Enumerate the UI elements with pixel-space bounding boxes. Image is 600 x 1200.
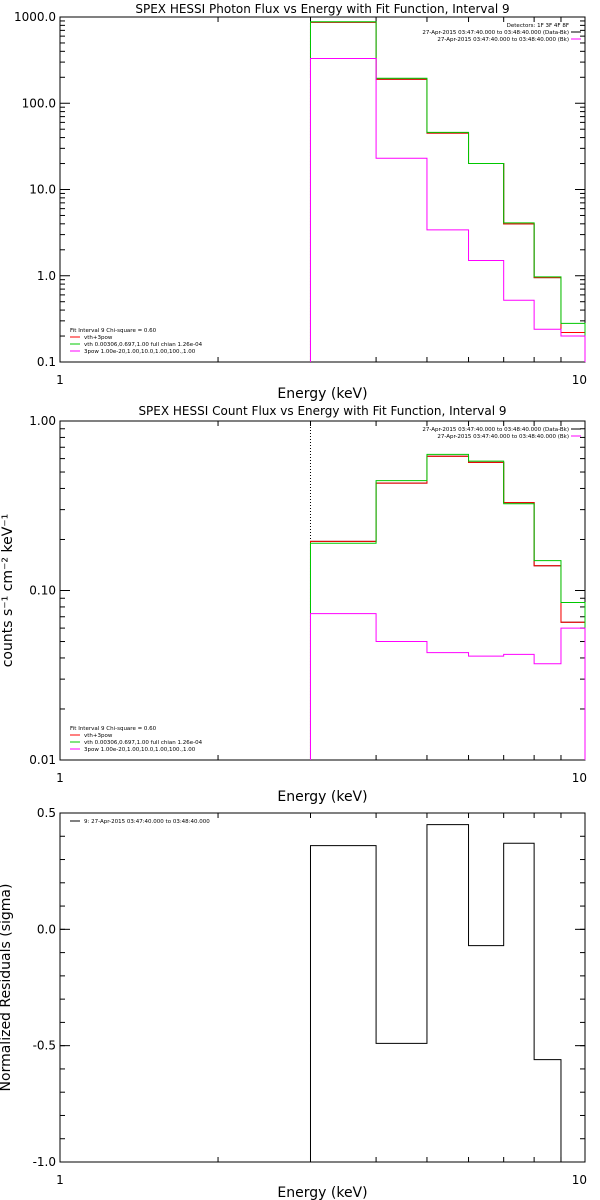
y-tick-label: 100.0 bbox=[22, 96, 56, 110]
legend-entry: 3pow 1.00e-20,1.00,10.0,1.00,100.,1.00 bbox=[84, 747, 196, 753]
x-tick-label: 1 bbox=[56, 373, 64, 387]
y-tick-label: 1.00 bbox=[29, 414, 56, 428]
plot-frame bbox=[59, 812, 586, 1163]
legend-entry: vth 0.00306,0.697,1.00 full chian 1.26e-… bbox=[84, 740, 203, 746]
series-line-0 bbox=[309, 21, 586, 362]
legend-entry: vth 0.00306,0.697,1.00 full chian 1.26e-… bbox=[84, 342, 203, 348]
series-line-0 bbox=[309, 824, 585, 1163]
chart-title: SPEX HESSI Photon Flux vs Energy with Fi… bbox=[135, 2, 509, 16]
y-axis-label: Normalized Residuals (sigma) bbox=[0, 884, 14, 1092]
legend-entry: 3pow 1.00e-20,1.00,10.0,1.00,100.,1.00 bbox=[84, 349, 196, 355]
legend-entry: Detectors: 1F 3F 4F 8F bbox=[507, 23, 569, 29]
chart-title: SPEX HESSI Count Flux vs Energy with Fit… bbox=[138, 404, 506, 418]
y-tick-label: 0.1 bbox=[37, 355, 56, 369]
count-flux-panel: SPEX HESSI Count Flux vs Energy with Fit… bbox=[0, 404, 587, 805]
legend-entry: 27-Apr-2015 03:47:40.000 to 03:48:40.000… bbox=[422, 427, 569, 433]
y-tick-label: 1.0 bbox=[37, 269, 56, 283]
legend-entry: 27-Apr-2015 03:47:40.000 to 03:48:40.000… bbox=[437, 434, 569, 440]
x-axis-label: Energy (keV) bbox=[277, 386, 367, 402]
series-line-1 bbox=[309, 21, 586, 362]
series-line-3 bbox=[309, 58, 586, 362]
x-axis-label: Energy (keV) bbox=[277, 789, 367, 805]
y-tick-label: -1.0 bbox=[33, 1155, 56, 1169]
series-line-0 bbox=[309, 455, 586, 760]
legend-entry: 27-Apr-2015 03:47:40.000 to 03:48:40.000… bbox=[437, 37, 569, 43]
series-line-2 bbox=[309, 453, 586, 760]
fit-info-header: Fit Interval 9 Chi-square = 0.60 bbox=[70, 726, 157, 732]
fit-info-header: Fit Interval 9 Chi-square = 0.60 bbox=[70, 328, 157, 334]
y-axis-label: counts s⁻¹ cm⁻² keV⁻¹ bbox=[0, 514, 16, 668]
y-tick-label: -0.5 bbox=[33, 1039, 56, 1053]
plot-frame bbox=[59, 420, 586, 761]
y-tick-label: 1000.0 bbox=[14, 10, 56, 24]
y-tick-label: 0.0 bbox=[37, 922, 56, 936]
x-tick-label: 1 bbox=[56, 771, 64, 785]
legend-entry: vth+3pow bbox=[84, 335, 113, 341]
plot-frame bbox=[59, 16, 586, 363]
legend-entry: 27-Apr-2015 03:47:40.000 to 03:48:40.000… bbox=[422, 30, 569, 36]
legend-entry: vth+3pow bbox=[84, 733, 113, 739]
x-tick-label: 1 bbox=[56, 1173, 64, 1187]
y-tick-label: 0.10 bbox=[29, 584, 56, 598]
y-tick-label: 10.0 bbox=[29, 183, 56, 197]
y-tick-label: 0.01 bbox=[29, 753, 56, 767]
x-axis-label: Energy (keV) bbox=[277, 1185, 367, 1200]
y-tick-label: 0.5 bbox=[37, 806, 56, 820]
series-line-3 bbox=[309, 613, 586, 760]
series-line-1 bbox=[309, 455, 586, 760]
x-tick-label: 10 bbox=[572, 1173, 587, 1187]
x-tick-label: 10 bbox=[572, 771, 587, 785]
series-line-2 bbox=[309, 21, 586, 362]
x-tick-label: 10 bbox=[572, 373, 587, 387]
residuals-panel: Energy (keV) Normalized Residuals (sigma)… bbox=[0, 806, 587, 1200]
legend-entry: 9: 27-Apr-2015 03:47:40.000 to 03:48:40.… bbox=[84, 819, 210, 825]
photon-flux-panel: SPEX HESSI Photon Flux vs Energy with Fi… bbox=[14, 2, 587, 402]
